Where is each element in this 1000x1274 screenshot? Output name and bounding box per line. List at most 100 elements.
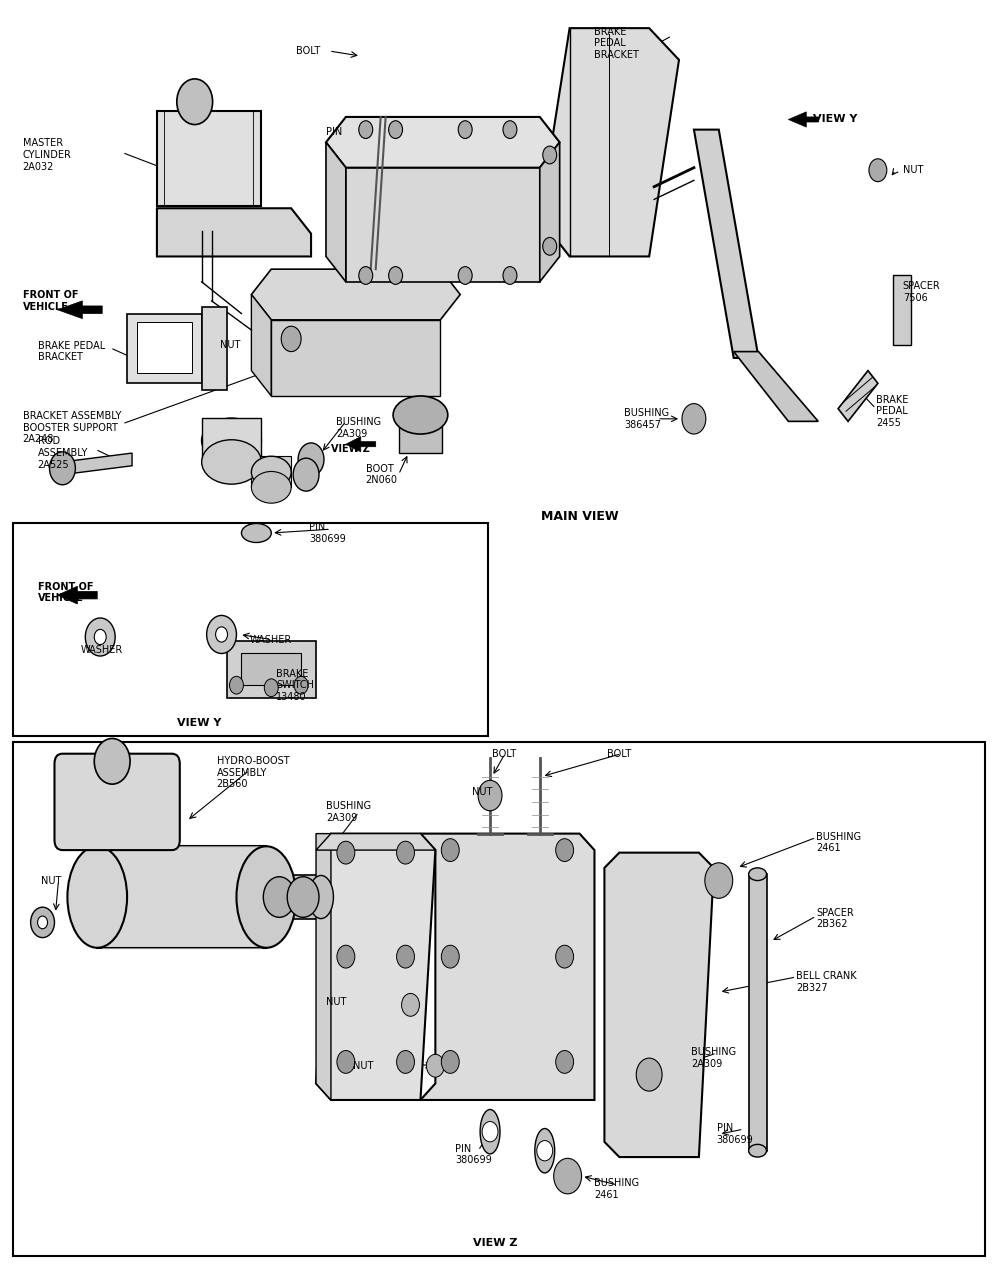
Ellipse shape	[67, 846, 127, 948]
Bar	[157, 111, 261, 205]
Circle shape	[294, 676, 308, 694]
Bar	[202, 307, 227, 390]
Text: BELL CRANK
2B327: BELL CRANK 2B327	[796, 971, 857, 992]
Polygon shape	[251, 269, 460, 320]
Circle shape	[441, 838, 459, 861]
Bar	[127, 313, 202, 383]
Ellipse shape	[749, 1144, 767, 1157]
Bar	[97, 846, 266, 948]
Text: BOLT: BOLT	[296, 46, 320, 56]
Circle shape	[287, 877, 319, 917]
Text: VIEW Z: VIEW Z	[331, 445, 370, 455]
Bar	[13, 743, 985, 1256]
Circle shape	[359, 266, 373, 284]
Circle shape	[263, 877, 295, 917]
Polygon shape	[271, 320, 440, 396]
Circle shape	[869, 159, 887, 182]
Bar	[227, 641, 316, 698]
Text: BUSHING
2A309: BUSHING 2A309	[336, 417, 381, 438]
Text: ROD
ASSEMBLY
2A525: ROD ASSEMBLY 2A525	[38, 437, 88, 470]
Circle shape	[216, 627, 228, 642]
Polygon shape	[57, 586, 97, 604]
Circle shape	[389, 266, 403, 284]
Text: NUT: NUT	[41, 875, 61, 885]
Bar	[261, 875, 321, 919]
Circle shape	[230, 676, 243, 694]
Text: BRACKET ASSEMBLY
BOOSTER SUPPORT
2A248: BRACKET ASSEMBLY BOOSTER SUPPORT 2A248	[23, 412, 121, 445]
Circle shape	[503, 121, 517, 139]
Text: SPACER
2B362: SPACER 2B362	[816, 908, 854, 930]
Circle shape	[458, 266, 472, 284]
Polygon shape	[316, 833, 331, 1099]
Circle shape	[478, 781, 502, 810]
Text: WASHER: WASHER	[80, 645, 123, 655]
Bar	[399, 415, 442, 454]
Circle shape	[359, 121, 373, 139]
Text: SPACER
7506: SPACER 7506	[903, 282, 941, 303]
Ellipse shape	[535, 1129, 555, 1173]
Text: BUSHING
2A309: BUSHING 2A309	[691, 1047, 736, 1069]
Circle shape	[537, 1140, 553, 1161]
Text: BUSHING
2461: BUSHING 2461	[816, 832, 861, 854]
Circle shape	[482, 1121, 498, 1142]
Ellipse shape	[480, 1110, 500, 1154]
Text: PIN
380699: PIN 380699	[309, 522, 346, 544]
Polygon shape	[316, 833, 435, 1099]
Text: BOLT: BOLT	[492, 749, 516, 759]
Text: NUT: NUT	[472, 787, 493, 796]
Text: WASHER: WASHER	[249, 634, 292, 645]
Polygon shape	[62, 454, 132, 475]
Circle shape	[682, 404, 706, 434]
Text: MASTER
CYLINDER
2A032: MASTER CYLINDER 2A032	[23, 139, 72, 172]
Bar	[749, 874, 767, 1150]
Polygon shape	[326, 117, 560, 168]
Circle shape	[636, 1059, 662, 1091]
Polygon shape	[316, 833, 435, 850]
Circle shape	[543, 147, 557, 164]
Circle shape	[298, 443, 324, 476]
Text: PIN
380699: PIN 380699	[455, 1144, 492, 1166]
Circle shape	[207, 615, 236, 654]
Ellipse shape	[241, 524, 271, 543]
Text: BRAKE
PEDAL
BRACKET: BRAKE PEDAL BRACKET	[594, 27, 639, 60]
Ellipse shape	[236, 846, 296, 948]
Circle shape	[50, 452, 75, 485]
Bar	[893, 275, 911, 345]
Circle shape	[389, 121, 403, 139]
Bar	[13, 522, 488, 736]
Text: NUT: NUT	[220, 340, 240, 350]
Bar	[202, 418, 261, 462]
Polygon shape	[420, 833, 594, 1099]
Polygon shape	[540, 143, 560, 282]
Circle shape	[31, 907, 54, 938]
Circle shape	[543, 237, 557, 255]
Circle shape	[85, 618, 115, 656]
Ellipse shape	[309, 875, 333, 919]
Circle shape	[281, 326, 301, 352]
Circle shape	[402, 994, 419, 1017]
Circle shape	[556, 838, 574, 861]
Text: VIEW Y: VIEW Y	[177, 719, 222, 729]
Text: VIEW Z: VIEW Z	[473, 1238, 517, 1249]
Text: PIN: PIN	[326, 127, 342, 138]
Polygon shape	[694, 130, 759, 358]
Ellipse shape	[251, 471, 291, 503]
Ellipse shape	[202, 418, 261, 462]
Polygon shape	[57, 301, 102, 318]
Ellipse shape	[393, 396, 448, 434]
Text: BOOT
2N060: BOOT 2N060	[366, 464, 398, 485]
Circle shape	[94, 629, 106, 645]
Polygon shape	[838, 371, 878, 422]
Circle shape	[441, 945, 459, 968]
Circle shape	[554, 1158, 582, 1194]
Circle shape	[337, 945, 355, 968]
Ellipse shape	[749, 868, 767, 880]
Circle shape	[337, 841, 355, 864]
FancyBboxPatch shape	[54, 754, 180, 850]
Text: HYDRO-BOOST
ASSEMBLY
2B560: HYDRO-BOOST ASSEMBLY 2B560	[217, 757, 289, 790]
Text: NUT: NUT	[353, 1061, 373, 1070]
Ellipse shape	[202, 440, 261, 484]
Text: BRAKE
PEDAL
2455: BRAKE PEDAL 2455	[876, 395, 908, 428]
Circle shape	[293, 459, 319, 492]
Circle shape	[177, 79, 213, 125]
